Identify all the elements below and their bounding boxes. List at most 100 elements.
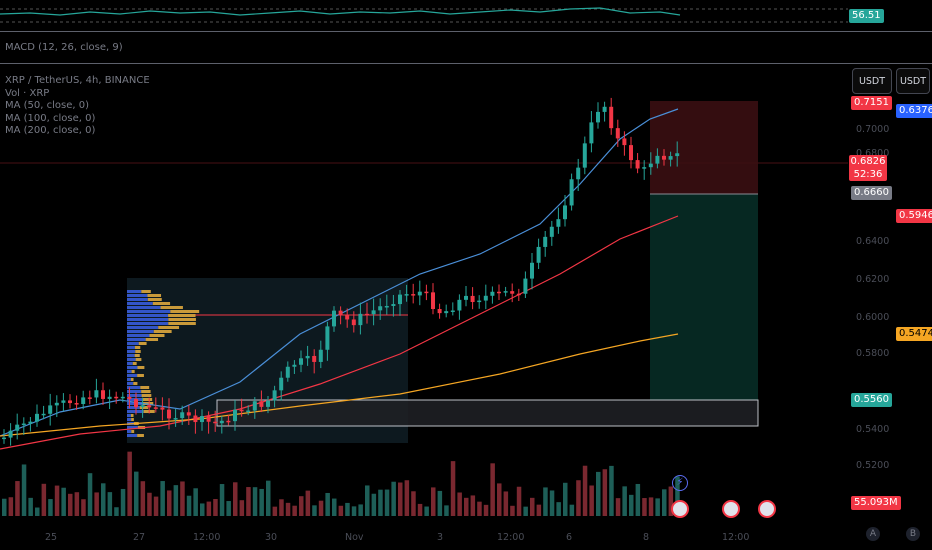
currency-button-left[interactable]: USDT xyxy=(852,68,892,94)
price-tick-label: 0.7000 xyxy=(856,124,890,135)
volume-profile-bar xyxy=(127,374,138,377)
economic-event-flag-icon[interactable] xyxy=(722,500,740,518)
volume-bar xyxy=(266,480,271,516)
volume-bar xyxy=(497,483,502,516)
candle-body xyxy=(365,313,369,316)
candle-body xyxy=(417,291,422,296)
candle-body xyxy=(450,310,455,312)
candle-body xyxy=(490,291,495,296)
candle-body xyxy=(338,310,343,316)
candle-body xyxy=(285,366,290,378)
rsi-value-label: 56.51 xyxy=(849,9,884,23)
volume-profile-bar xyxy=(127,290,142,293)
volume-bar xyxy=(87,473,93,516)
volume-bar xyxy=(655,498,660,516)
pane-divider xyxy=(0,31,932,32)
volume-bar xyxy=(464,497,469,516)
candle-body xyxy=(497,291,501,294)
candle-body xyxy=(556,219,561,227)
volume-bar xyxy=(642,498,647,516)
candle-body xyxy=(259,401,264,407)
volume-bar xyxy=(21,464,27,516)
volume-profile-bar xyxy=(137,366,145,369)
ma100-line xyxy=(0,215,679,450)
candle-body xyxy=(596,111,600,123)
volume-bar xyxy=(259,488,264,516)
log-scale-button[interactable]: B xyxy=(906,527,920,541)
candle-body xyxy=(635,160,640,169)
volume-profile-bar xyxy=(127,310,171,313)
economic-event-flag-icon[interactable] xyxy=(671,500,689,518)
candle-body xyxy=(589,122,594,144)
volume-profile-bar xyxy=(127,406,140,409)
volume-profile-bar xyxy=(141,394,152,397)
candle-body xyxy=(81,397,86,404)
candle-body xyxy=(87,397,92,399)
volume-profile-bar xyxy=(139,406,149,409)
economic-event-flag-icon[interactable] xyxy=(758,500,776,518)
time-tick-label: 30 xyxy=(265,532,278,543)
volume-bar xyxy=(622,486,627,516)
candle-body xyxy=(543,236,548,247)
volume-bar xyxy=(134,471,139,516)
candle-body xyxy=(61,400,66,403)
volume-profile-bar xyxy=(131,430,135,433)
volume-profile-bar xyxy=(127,358,136,361)
candle-body xyxy=(549,226,554,237)
price-tick-label: 0.6400 xyxy=(856,236,890,247)
candle-body xyxy=(41,413,46,416)
volume-bar xyxy=(543,487,548,516)
volume-bar xyxy=(206,501,212,516)
volume-profile-bar xyxy=(127,370,132,373)
volume-bar xyxy=(523,506,528,516)
candle-body xyxy=(94,390,99,398)
candle-body xyxy=(219,420,224,424)
volume-profile-bar xyxy=(127,414,131,417)
macd-legend[interactable]: MACD (12, 26, close, 9) xyxy=(5,42,123,55)
volume-bar xyxy=(54,485,60,516)
auto-scale-button[interactable]: A xyxy=(866,527,880,541)
volume-bar xyxy=(147,492,152,516)
ma100-price-label: 0.5946 xyxy=(896,209,932,223)
volume-bar xyxy=(2,498,7,516)
volume-profile-bar xyxy=(135,350,141,353)
volume-bar xyxy=(28,497,33,516)
time-tick-label: 3 xyxy=(437,532,444,543)
volume-profile-bar xyxy=(127,394,142,397)
volume-profile-bar xyxy=(127,330,154,333)
lightning-icon[interactable]: ⚡ xyxy=(672,475,688,491)
volume-legend: Vol · XRP xyxy=(5,87,50,99)
moving-averages xyxy=(0,108,679,450)
candle-body xyxy=(457,299,462,311)
candle-body xyxy=(54,402,59,406)
volume-profile-bar xyxy=(127,430,132,433)
candle-body xyxy=(8,430,13,438)
candle-body xyxy=(48,405,53,414)
candle-body xyxy=(477,300,482,303)
volume-bar xyxy=(662,489,667,516)
candle-body xyxy=(668,156,673,160)
price-chart[interactable] xyxy=(0,64,848,526)
candle-body xyxy=(516,293,521,296)
position-reward-zone xyxy=(650,194,758,400)
volume-profile-bar xyxy=(127,366,138,369)
candle-body xyxy=(351,319,356,326)
entry-price-label: 0.6660 xyxy=(851,186,892,200)
currency-button-right[interactable]: USDT xyxy=(896,68,930,94)
price-tick-label: 0.5800 xyxy=(856,348,890,359)
candle-body xyxy=(239,409,244,412)
volume-bar xyxy=(74,492,80,516)
volume-bar xyxy=(239,500,245,516)
volume-bar xyxy=(635,483,641,516)
volume-bar xyxy=(490,463,495,516)
volume-bar xyxy=(292,505,297,516)
candle-body xyxy=(655,155,660,164)
volume-bar xyxy=(576,480,581,516)
volume-bar xyxy=(556,502,561,516)
candle-body xyxy=(127,396,132,400)
candle-body xyxy=(615,128,620,139)
candle-body xyxy=(193,415,198,423)
ma200-legend: MA (200, close, 0) xyxy=(5,125,96,136)
volume-profile-bar xyxy=(127,382,134,385)
main-legend[interactable]: XRP / TetherUS, 4h, BINANCE Vol · XRP MA… xyxy=(5,75,150,138)
